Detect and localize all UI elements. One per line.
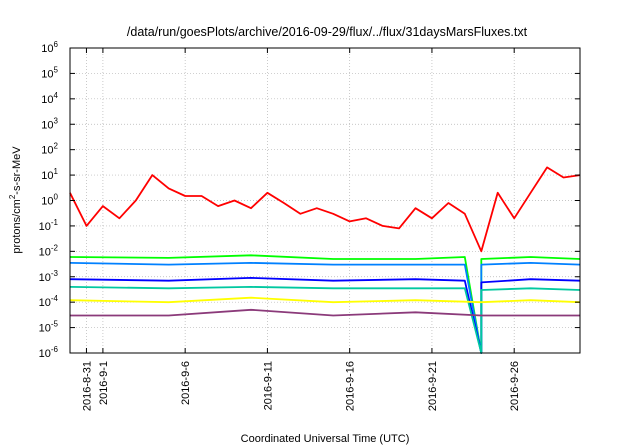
x-tick-label: 2016-9-6: [180, 361, 192, 405]
y-axis-label-exponent: 2: [8, 194, 17, 199]
y-tick-base: 10: [39, 348, 51, 360]
y-tick-exponent: 5: [54, 65, 59, 74]
y-tick-base: 10: [41, 119, 53, 131]
y-tick-label: 104: [41, 91, 58, 106]
series-line: [69, 166, 581, 253]
y-tick-label: 100: [41, 193, 58, 208]
x-axis-label: Coordinated Universal Time (UTC): [241, 433, 410, 445]
y-tick-label: 10-1: [39, 218, 59, 233]
y-tick-base: 10: [39, 246, 51, 258]
x-tick-label: 2016-9-16: [345, 361, 357, 411]
y-tick-base: 10: [39, 272, 51, 284]
y-tick-label: 105: [41, 65, 58, 80]
series-line: [69, 261, 581, 354]
y-tick-exponent: 0: [54, 193, 59, 202]
y-tick-exponent: -2: [51, 243, 59, 252]
x-tick-label: 2016-9-26: [509, 361, 521, 411]
x-axis: 2016-8-31 2016-9-1 2016-9-6 2016-9-11 2016-9…: [81, 48, 521, 411]
y-tick-label: 101: [41, 167, 58, 182]
y-tick-exponent: 1: [54, 167, 59, 176]
y-axis: 10-610-510-410-310-210-11001011021031041…: [39, 40, 580, 360]
y-tick-base: 10: [41, 170, 53, 182]
series-line: [69, 254, 581, 354]
y-axis-label: protons/cm2-s-sr-MeV: [8, 146, 23, 254]
y-tick-base: 10: [39, 297, 51, 309]
y-tick-exponent: 2: [54, 142, 59, 151]
series-line: [69, 276, 581, 354]
y-tick-base: 10: [41, 196, 53, 208]
y-tick-base: 10: [39, 221, 51, 233]
y-tick-exponent: -1: [51, 218, 59, 227]
y-tick-base: 10: [39, 323, 51, 335]
series-group: [69, 166, 581, 354]
y-tick-label: 10-6: [39, 345, 59, 360]
y-tick-label: 102: [41, 142, 58, 157]
series-line: [70, 308, 580, 317]
y-tick-base: 10: [41, 43, 53, 55]
y-tick-exponent: 6: [54, 40, 59, 49]
x-tick-label: 2016-9-11: [262, 361, 274, 410]
y-axis-label-rest: -s-sr-MeV: [11, 146, 23, 195]
series-line: [69, 285, 581, 354]
y-tick-exponent: -6: [51, 345, 59, 354]
y-axis-label-unit: protons/cm: [11, 199, 23, 253]
y-tick-label: 106: [41, 40, 58, 55]
y-tick-label: 10-5: [39, 320, 59, 335]
y-tick-exponent: -3: [51, 269, 59, 278]
y-tick-label: 103: [41, 116, 58, 131]
series-line: [69, 296, 581, 304]
y-tick-base: 10: [41, 94, 53, 106]
y-tick-base: 10: [41, 68, 53, 80]
y-tick-exponent: 3: [54, 116, 59, 125]
x-tick-label: 2016-9-1: [98, 361, 110, 405]
y-tick-exponent: -5: [51, 320, 59, 329]
y-tick-base: 10: [41, 145, 53, 157]
y-tick-label: 10-3: [39, 269, 59, 284]
y-tick-label: 10-2: [39, 243, 59, 258]
y-tick-exponent: 4: [54, 91, 59, 100]
y-tick-label: 10-4: [39, 294, 59, 309]
x-tick-label: 2016-8-31: [81, 361, 93, 411]
chart-title: /data/run/goesPlots/archive/2016-09-29/f…: [127, 25, 528, 39]
y-tick-exponent: -4: [51, 294, 59, 303]
x-tick-label: 2016-9-21: [427, 361, 439, 411]
